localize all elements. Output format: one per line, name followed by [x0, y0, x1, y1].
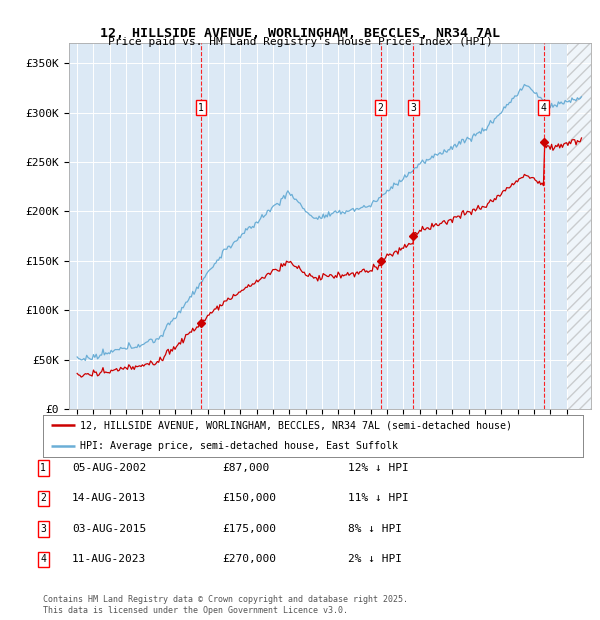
Text: £175,000: £175,000 — [222, 524, 276, 534]
Text: 2: 2 — [377, 103, 383, 113]
Text: 1: 1 — [40, 463, 46, 473]
Text: 12% ↓ HPI: 12% ↓ HPI — [348, 463, 409, 473]
Text: This data is licensed under the Open Government Licence v3.0.: This data is licensed under the Open Gov… — [43, 606, 348, 615]
Text: 4: 4 — [541, 103, 547, 113]
Text: 12, HILLSIDE AVENUE, WORLINGHAM, BECCLES, NR34 7AL (semi-detached house): 12, HILLSIDE AVENUE, WORLINGHAM, BECCLES… — [80, 420, 512, 430]
Text: Contains HM Land Registry data © Crown copyright and database right 2025.: Contains HM Land Registry data © Crown c… — [43, 595, 408, 604]
Text: 14-AUG-2013: 14-AUG-2013 — [72, 494, 146, 503]
Text: £150,000: £150,000 — [222, 494, 276, 503]
Text: 8% ↓ HPI: 8% ↓ HPI — [348, 524, 402, 534]
Text: 2: 2 — [40, 494, 46, 503]
Text: 3: 3 — [40, 524, 46, 534]
Text: 11-AUG-2023: 11-AUG-2023 — [72, 554, 146, 564]
Text: 05-AUG-2002: 05-AUG-2002 — [72, 463, 146, 473]
Text: HPI: Average price, semi-detached house, East Suffolk: HPI: Average price, semi-detached house,… — [80, 441, 398, 451]
Text: 12, HILLSIDE AVENUE, WORLINGHAM, BECCLES, NR34 7AL: 12, HILLSIDE AVENUE, WORLINGHAM, BECCLES… — [100, 27, 500, 40]
Text: 3: 3 — [410, 103, 416, 113]
Text: 2% ↓ HPI: 2% ↓ HPI — [348, 554, 402, 564]
Text: £87,000: £87,000 — [222, 463, 269, 473]
Bar — [566, 43, 591, 409]
Text: 11% ↓ HPI: 11% ↓ HPI — [348, 494, 409, 503]
Text: £270,000: £270,000 — [222, 554, 276, 564]
Text: 1: 1 — [198, 103, 204, 113]
Text: Price paid vs. HM Land Registry's House Price Index (HPI): Price paid vs. HM Land Registry's House … — [107, 37, 493, 47]
Text: 03-AUG-2015: 03-AUG-2015 — [72, 524, 146, 534]
Text: 4: 4 — [40, 554, 46, 564]
